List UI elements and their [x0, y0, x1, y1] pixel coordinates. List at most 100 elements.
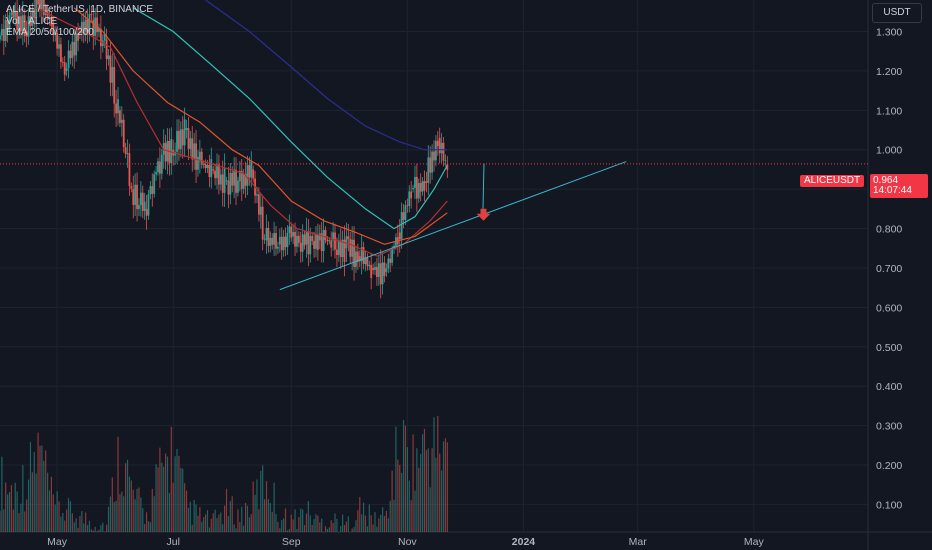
candle-body: [191, 138, 194, 160]
currency-button[interactable]: USDT: [872, 3, 922, 23]
volume-bar: [391, 470, 393, 532]
candle-body: [27, 16, 30, 37]
candle-body: [316, 234, 319, 250]
candle-body: [37, 0, 39, 5]
candle-body: [48, 17, 51, 20]
volume-bar: [244, 502, 247, 532]
candle-body: [372, 267, 374, 271]
legend-ema[interactable]: EMA 20/50/100/200: [6, 27, 94, 38]
volume-bar: [64, 520, 66, 532]
trendline[interactable]: [279, 161, 627, 291]
y-tick-label: 0.700: [876, 263, 902, 275]
volume-bar: [204, 514, 207, 532]
candle-body: [229, 172, 232, 195]
volume-bar: [119, 494, 121, 532]
candle-body: [35, 0, 38, 18]
volume-bar: [130, 480, 132, 532]
candle-body: [419, 182, 422, 192]
candle-body: [374, 266, 376, 271]
candle-body: [265, 227, 268, 241]
candle-body: [187, 128, 190, 149]
volume-bar: [98, 529, 100, 532]
volume-bar: [252, 481, 254, 532]
volume-bar: [16, 491, 18, 532]
volume-bar: [248, 517, 250, 532]
candle-body: [377, 263, 380, 277]
x-tick-label: Mar: [629, 536, 648, 548]
volume-bar: [246, 505, 249, 532]
candle-body: [109, 55, 112, 83]
volume-bar: [401, 472, 403, 532]
candle-body: [151, 186, 154, 194]
volume-bar: [126, 459, 129, 532]
volume-bar: [336, 519, 338, 532]
candle-body: [153, 174, 156, 194]
candle-body: [221, 174, 224, 193]
volume-bar: [402, 419, 405, 532]
volume-bar: [56, 491, 58, 532]
volume-bar: [243, 525, 245, 532]
volume-bar: [302, 509, 304, 532]
candle-body: [318, 233, 321, 241]
candle-body: [158, 161, 161, 174]
candle-body: [80, 21, 83, 34]
volume-bar: [88, 520, 91, 532]
volume-bar: [263, 499, 266, 532]
volume-bar: [199, 507, 201, 532]
candle-body: [189, 138, 192, 149]
volume-bar: [178, 455, 180, 532]
volume-bar: [170, 426, 172, 532]
volume-bar: [187, 507, 190, 532]
candle-body: [440, 142, 443, 154]
legend-volume[interactable]: Vol · ALICE: [6, 15, 58, 27]
volume-bar: [27, 479, 30, 532]
candle-body: [8, 14, 11, 31]
volume-bar: [435, 457, 437, 532]
volume-bar: [113, 502, 115, 532]
volume-bar: [161, 462, 163, 532]
candle-body: [353, 239, 355, 267]
candle-body: [341, 239, 344, 258]
volume-bar: [317, 515, 319, 532]
volume-bar: [258, 509, 260, 532]
candle-body: [126, 153, 129, 155]
volume-bar: [380, 514, 382, 532]
candle-body: [330, 240, 333, 248]
candle-body: [120, 119, 123, 123]
volume-bar: [446, 442, 448, 532]
candle-body: [141, 192, 144, 211]
volume-bar: [46, 472, 49, 532]
volume-bar: [66, 509, 68, 532]
volume-bar: [105, 524, 108, 532]
candle-body: [155, 172, 157, 175]
y-tick-label: 1.000: [876, 145, 902, 157]
volume-bar: [83, 523, 85, 532]
down-arrow-icon[interactable]: [476, 208, 491, 221]
volume-bar: [77, 527, 79, 532]
legend-symbol-title[interactable]: ALICE / TetherUS, 1D, BINANCE: [6, 4, 154, 15]
volume-bar: [267, 499, 269, 532]
volume-bar: [382, 507, 384, 532]
candle-body: [356, 251, 359, 262]
volume-bar: [140, 497, 142, 532]
candle-body: [84, 19, 87, 34]
candle-body: [105, 39, 108, 60]
candle-body: [202, 164, 205, 165]
volume-bar: [414, 490, 416, 532]
volume-bar: [404, 425, 407, 532]
candle-body: [20, 16, 22, 32]
volume-bar: [362, 502, 365, 532]
candle-body: [290, 226, 293, 238]
volume-bar: [347, 516, 349, 532]
candle-body: [88, 13, 91, 33]
volume-bar: [7, 494, 9, 532]
candle-body: [391, 249, 394, 263]
candle-body: [52, 23, 55, 35]
candle-body: [210, 159, 213, 178]
candle-body: [4, 19, 7, 42]
candle-body: [368, 264, 371, 267]
volume-bar: [395, 426, 397, 532]
volume-bar: [163, 466, 165, 532]
